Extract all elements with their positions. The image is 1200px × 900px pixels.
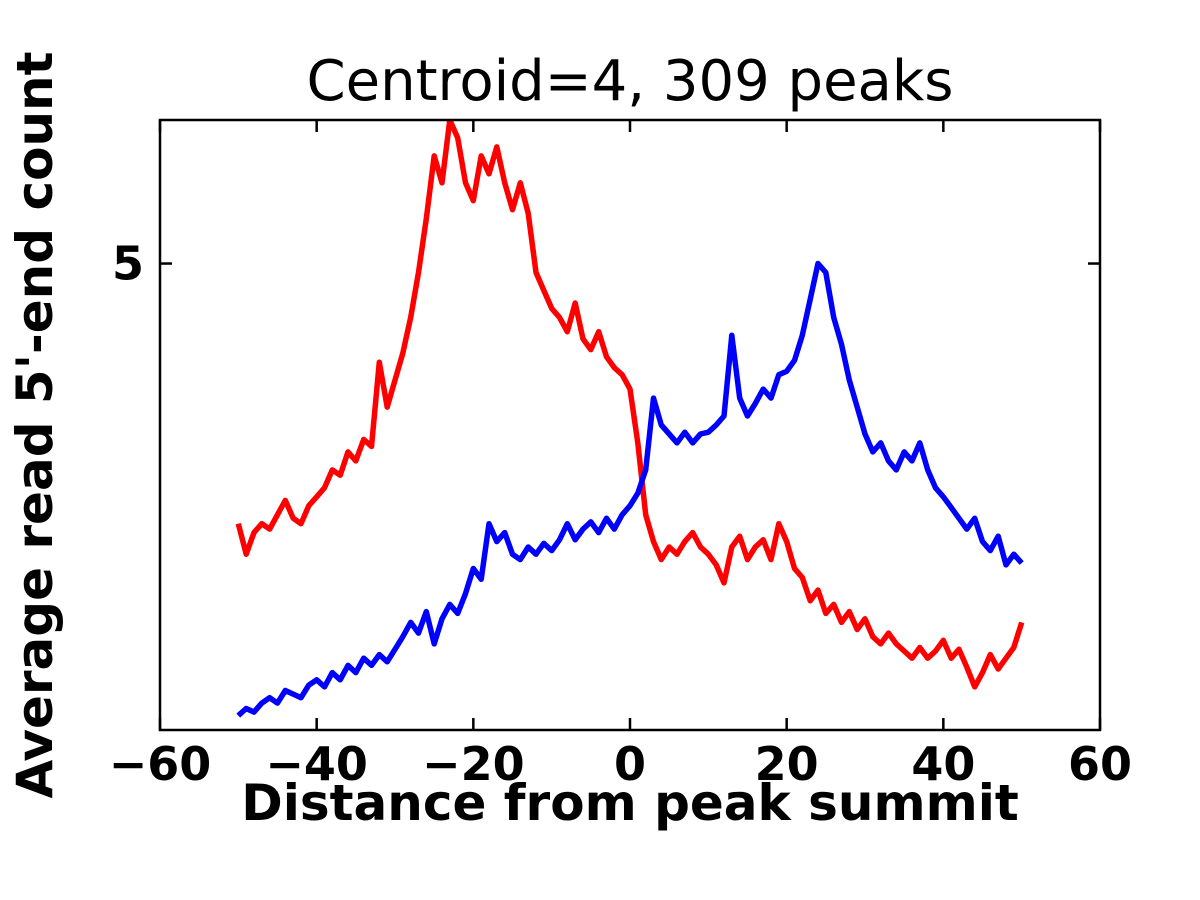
x-tick-label: −60 xyxy=(109,737,212,791)
red-line xyxy=(235,120,1025,690)
y-axis-label: Average read 5'-end count xyxy=(6,51,64,798)
tick-labels: −60 −40 −20 0 20 40 60 5 xyxy=(109,237,1132,791)
x-axis-label: Distance from peak summit xyxy=(241,774,1019,832)
blue-line xyxy=(236,260,1024,718)
x-tick-label: −20 xyxy=(422,737,525,791)
axes-spines xyxy=(158,118,1102,732)
chart-title: Centroid=4, 309 peaks xyxy=(307,49,954,114)
y-tick-label: 5 xyxy=(112,237,144,291)
x-tick-label: 40 xyxy=(911,737,975,791)
x-tick-label: 0 xyxy=(614,737,646,791)
plot-series xyxy=(235,120,1025,718)
x-tick-label: 20 xyxy=(755,737,819,791)
x-tick-label: −40 xyxy=(265,737,368,791)
x-tick-label: 60 xyxy=(1068,737,1132,791)
axis-ticks xyxy=(158,120,1102,730)
